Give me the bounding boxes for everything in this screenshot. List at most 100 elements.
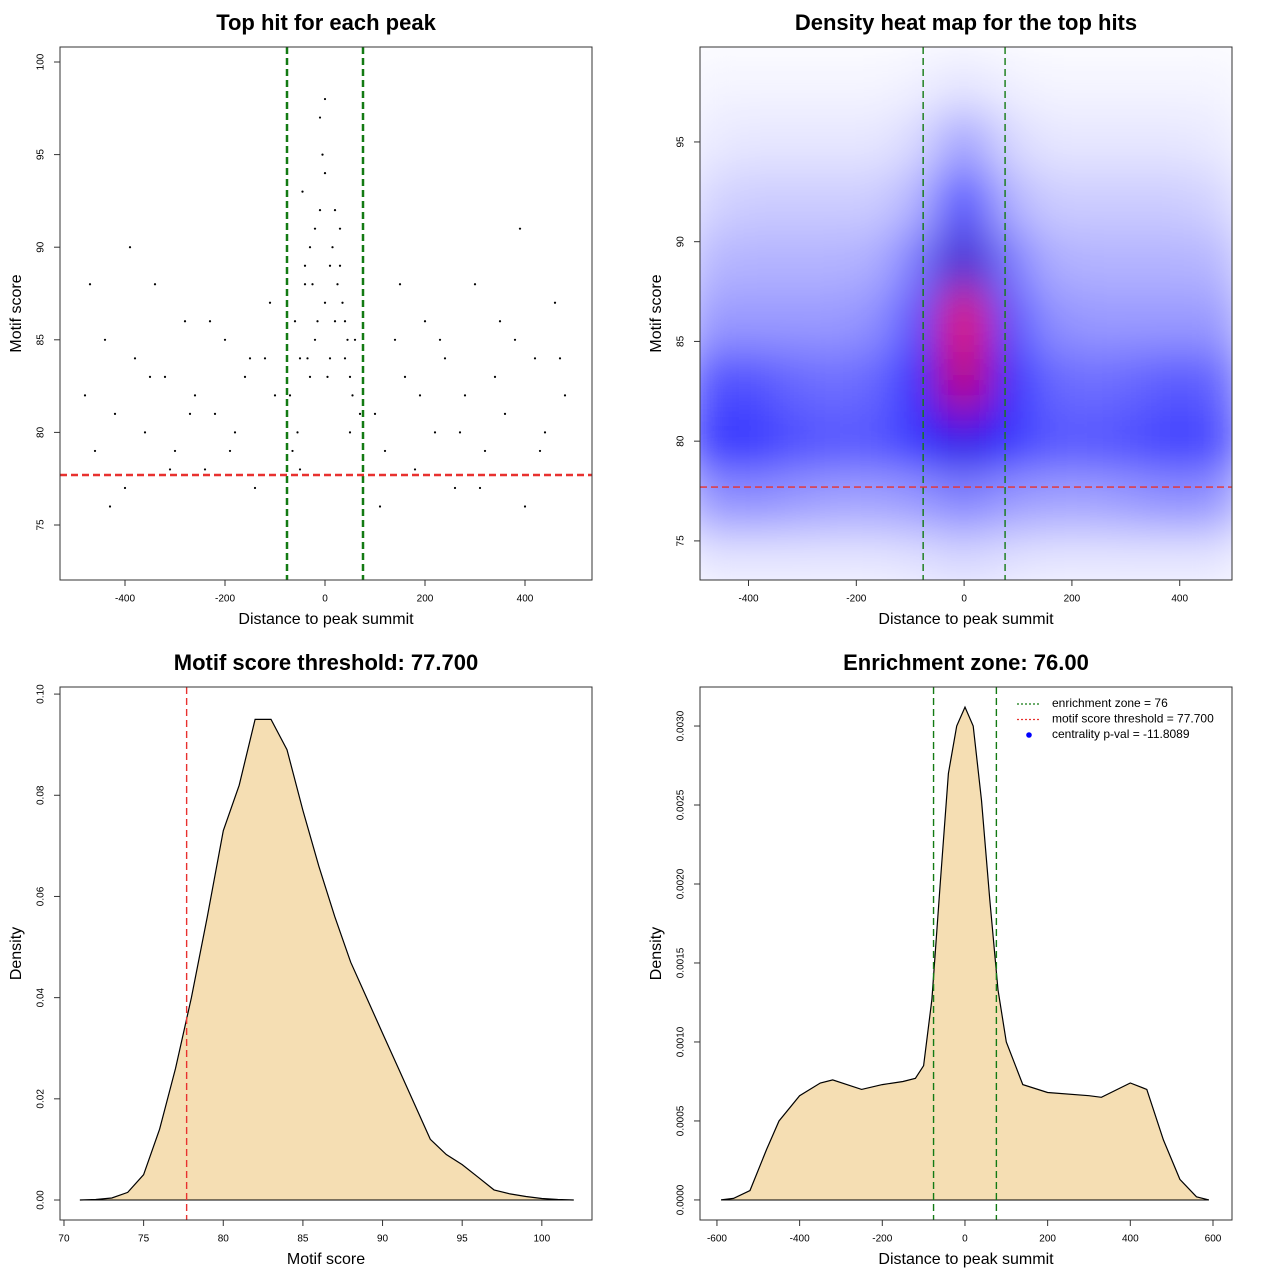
point [473,283,477,286]
plot-area [700,47,1232,580]
density-curve [79,718,574,1201]
y-tick-label: 100 [36,53,47,70]
x-axis-label: Distance to peak summit [238,611,414,628]
heat-cell [942,350,987,412]
heat-cell [1200,470,1232,532]
heat-cell [855,111,900,173]
heat-cell [942,410,987,472]
heat-cell [898,291,944,352]
heat-cell [812,231,857,293]
heat-cell [855,51,900,113]
heat-cell [855,410,900,472]
heat-cell [812,530,857,580]
point [298,357,302,360]
point [373,412,377,415]
point [533,357,537,360]
point [318,209,322,212]
heat-cell [985,231,1030,293]
point [413,468,417,471]
heat-cell [1071,410,1116,472]
x-tick-label: -200 [215,594,235,605]
point [483,449,487,453]
heat-cell [898,111,944,173]
heat-cell [1114,350,1159,412]
heat-cell [1071,530,1116,580]
point [326,375,329,378]
y-axis-label: Density [8,927,25,980]
point [403,375,407,378]
point [331,246,334,249]
x-axis-label: Distance to peak summit [878,611,1054,628]
point [293,320,297,323]
heat-cell [855,171,900,233]
heat-cell [726,291,771,352]
point [333,209,337,212]
heat-cell [1114,171,1159,233]
point [143,431,147,434]
x-tick-label: 95 [457,1234,469,1245]
point [433,431,437,434]
heat-cell [1114,111,1159,173]
heat-cell [855,231,900,293]
point [558,357,562,360]
point [338,264,342,267]
point [513,338,517,341]
heat-cell [898,530,944,580]
y-axis-label: Density [648,927,665,980]
heat-cell [1114,530,1159,580]
heat-cell [769,291,814,352]
y-tick-label: 95 [676,136,687,148]
x-tick-label: 400 [1171,594,1188,605]
y-tick-label: 0.0010 [676,1026,687,1057]
point [108,505,112,508]
x-tick-label: -400 [739,594,759,605]
legend-label: centrality p-val = -11.8089 [1052,727,1190,741]
y-tick-label: 0.0030 [676,710,687,741]
y-tick-label: 0.08 [36,785,47,805]
x-tick-label: 90 [377,1234,389,1245]
x-tick-label: 200 [1039,1234,1056,1245]
heat-cell [855,291,900,352]
point [543,431,547,434]
density-curve [721,705,1210,1201]
heat-cell [769,530,814,580]
x-tick-label: 75 [138,1234,150,1245]
panel-title: Top hit for each peak [216,10,436,35]
heat-cell [855,470,900,532]
point [333,320,337,323]
heat-cell [898,171,944,233]
heat-cell [1157,171,1202,233]
point [173,449,177,453]
panel: Top hit for each peak Distance to peak su… [8,10,593,628]
point [163,375,167,378]
y-tick-label: 0.00 [36,1190,47,1210]
heat-cell [1200,51,1232,113]
point [128,246,132,249]
point [393,338,397,341]
heat-cell [812,410,857,472]
heat-cell [1028,470,1073,532]
x-tick-label: 70 [58,1234,70,1245]
point [453,486,457,490]
point [316,320,319,323]
heat-cell [985,51,1030,113]
x-tick-label: 0 [961,594,967,605]
density-area [79,719,574,1201]
panel: Motif score threshold: 77.700 Motif score… [8,650,593,1268]
point [223,338,227,341]
point [133,357,137,360]
point [346,338,349,341]
panel-title: Enrichment zone: 76.00 [843,650,1089,675]
heat-cell [726,350,771,412]
point [148,375,152,378]
x-tick-label: 400 [517,594,534,605]
density-area [721,707,1209,1200]
heat-cell [1071,111,1116,173]
heat-cell [812,470,857,532]
point [308,246,312,249]
heat-cell [1200,530,1232,580]
panel: Density heat map for the top hits Distanc… [648,10,1233,628]
heat-cell [769,171,814,233]
point [328,264,332,267]
point [253,486,257,490]
